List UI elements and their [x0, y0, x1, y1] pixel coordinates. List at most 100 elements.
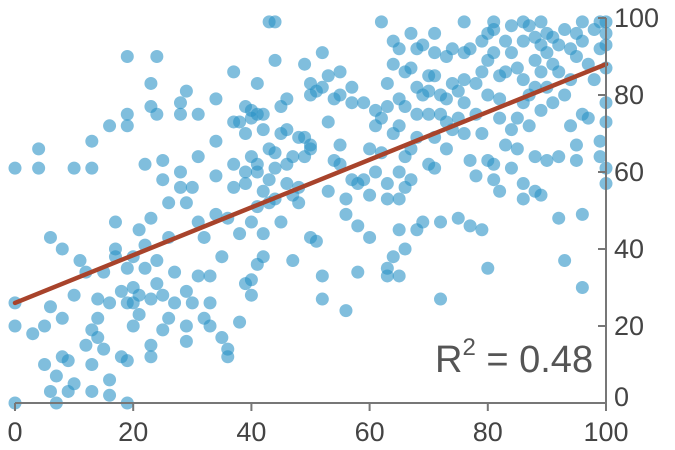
data-point	[138, 157, 152, 171]
data-point	[156, 288, 170, 302]
data-point	[67, 288, 81, 302]
data-point	[510, 142, 524, 156]
data-points	[8, 15, 613, 410]
data-point	[558, 23, 572, 37]
data-point	[363, 188, 377, 202]
data-point	[516, 177, 530, 191]
data-point	[569, 138, 583, 152]
data-point	[173, 180, 187, 194]
data-point	[179, 319, 193, 333]
data-point	[61, 354, 75, 368]
data-point	[351, 265, 365, 279]
data-point	[79, 338, 93, 352]
data-point	[499, 34, 513, 48]
data-point	[126, 319, 140, 333]
y-tick-label: 100	[614, 3, 659, 33]
data-point	[244, 215, 258, 229]
data-point	[392, 223, 406, 237]
x-tick-label: 80	[473, 417, 503, 447]
data-point	[120, 107, 134, 121]
data-point	[268, 146, 282, 160]
data-point	[197, 230, 211, 244]
data-point	[309, 234, 323, 248]
data-point	[168, 265, 182, 279]
data-point	[43, 230, 57, 244]
data-point	[209, 92, 223, 106]
data-point	[380, 76, 394, 90]
x-tick-label: 20	[118, 417, 148, 447]
data-point	[49, 369, 63, 383]
data-point	[91, 311, 105, 325]
data-point	[487, 23, 501, 37]
data-point	[380, 269, 394, 283]
data-point	[268, 161, 282, 175]
data-point	[351, 219, 365, 233]
data-point	[404, 173, 418, 187]
data-point	[85, 358, 99, 371]
x-tick-label: 60	[355, 417, 385, 447]
data-point	[227, 157, 241, 171]
data-point	[380, 100, 394, 114]
data-point	[593, 150, 607, 164]
data-point	[428, 69, 442, 83]
data-point	[292, 196, 306, 210]
data-point	[463, 219, 477, 233]
data-point	[457, 127, 471, 140]
data-point	[73, 254, 87, 268]
data-point	[528, 53, 542, 67]
data-point	[339, 207, 353, 221]
data-point	[552, 38, 566, 52]
data-point	[392, 269, 406, 283]
data-point	[469, 76, 483, 90]
data-point	[522, 119, 536, 133]
data-point	[504, 19, 518, 33]
data-point	[540, 153, 554, 167]
data-point	[333, 138, 347, 152]
data-point	[504, 46, 518, 60]
data-point	[451, 211, 465, 225]
data-point	[144, 350, 158, 364]
data-point	[209, 169, 223, 183]
data-point	[315, 292, 329, 306]
data-point	[575, 34, 589, 48]
data-point	[85, 384, 99, 398]
data-point	[445, 42, 459, 56]
y-tick-label: 0	[614, 382, 629, 412]
data-point	[321, 115, 335, 129]
data-point	[363, 230, 377, 244]
data-point	[173, 165, 187, 179]
data-point	[268, 53, 282, 67]
data-point	[43, 384, 57, 398]
data-point	[120, 261, 134, 275]
data-point	[493, 184, 507, 198]
data-point	[55, 311, 69, 325]
data-point	[374, 15, 388, 29]
x-tick-label: 40	[236, 417, 266, 447]
data-point	[280, 92, 294, 106]
data-point	[451, 84, 465, 98]
data-point	[256, 107, 270, 121]
data-point	[173, 107, 187, 121]
data-point	[38, 358, 52, 371]
data-point	[233, 315, 247, 329]
data-point	[487, 173, 501, 187]
data-point	[8, 319, 22, 333]
data-point	[345, 96, 359, 110]
data-point	[499, 138, 513, 152]
data-point	[67, 161, 81, 175]
data-point	[552, 211, 566, 225]
data-point	[552, 65, 566, 79]
data-point	[138, 261, 152, 275]
data-point	[67, 377, 81, 391]
data-point	[487, 157, 501, 171]
data-point	[103, 388, 117, 402]
data-point	[209, 134, 223, 148]
data-point	[256, 184, 270, 198]
y-tick-label: 80	[614, 80, 644, 110]
data-point	[43, 300, 57, 314]
data-point	[91, 292, 105, 306]
data-point	[280, 177, 294, 191]
data-point	[286, 254, 300, 268]
data-point	[463, 42, 477, 56]
data-point	[179, 334, 193, 348]
